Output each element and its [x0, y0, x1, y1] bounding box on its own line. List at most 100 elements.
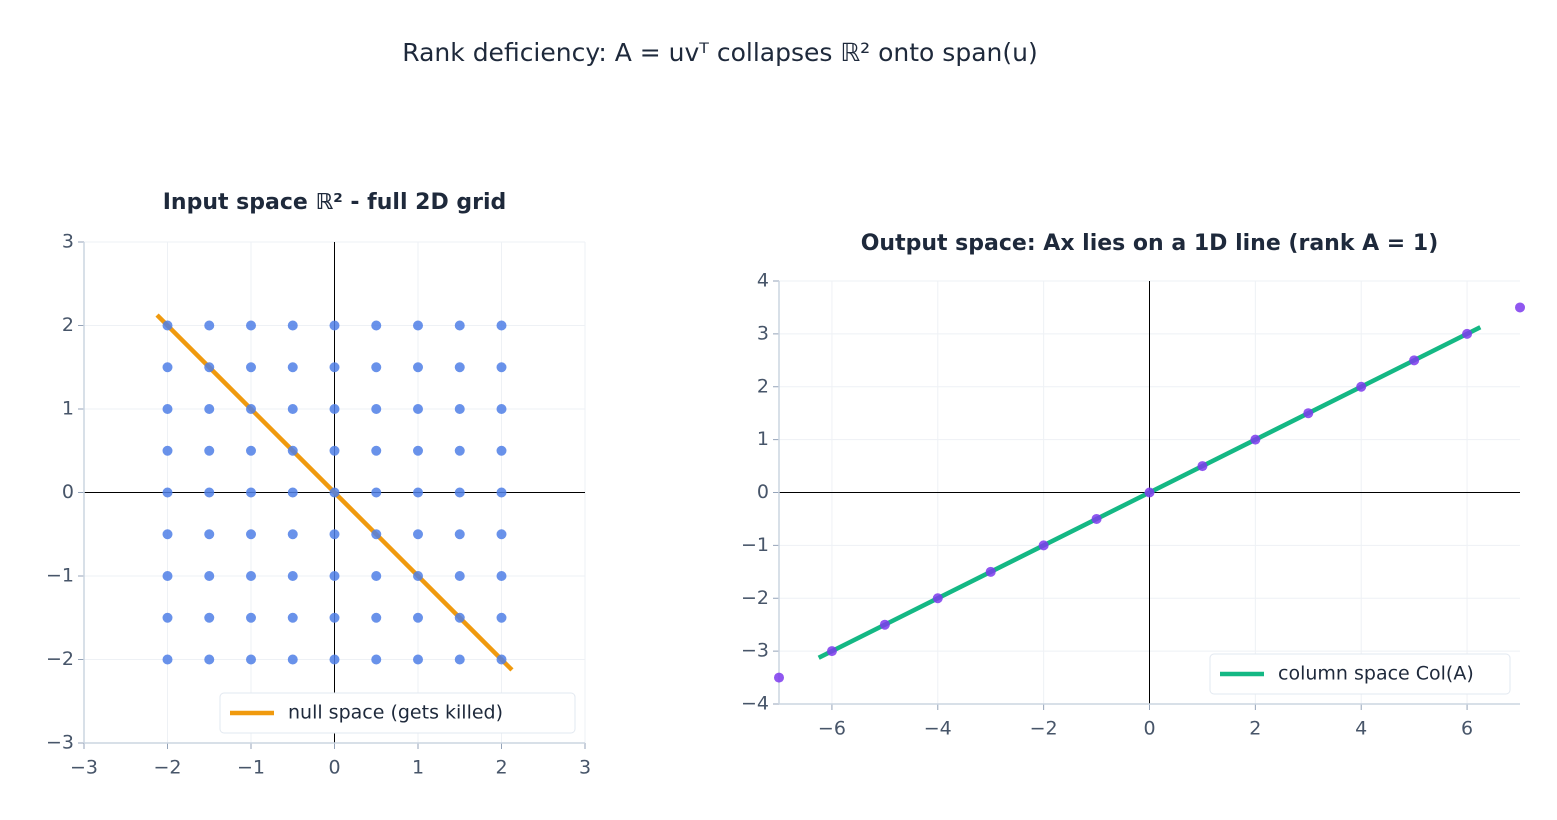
y-tick-label: −2	[46, 648, 74, 670]
x-tick-label: −6	[818, 718, 846, 740]
point	[413, 571, 423, 581]
point	[496, 654, 507, 665]
point	[826, 646, 837, 657]
point	[287, 404, 298, 414]
point	[1356, 381, 1367, 392]
point	[1197, 461, 1208, 472]
y-tick-label: 2	[757, 375, 769, 397]
figure-title: Rank deficiency: A = uvᵀ collapses ℝ² on…	[402, 38, 1037, 67]
point	[287, 612, 298, 623]
y-tick-label: −1	[741, 534, 769, 556]
point	[1409, 355, 1420, 366]
x-tick-label: 2	[495, 757, 507, 779]
point	[371, 487, 382, 498]
point	[454, 404, 465, 414]
point	[162, 362, 173, 373]
y-tick-label: −2	[741, 587, 769, 609]
x-tick-label: 0	[1143, 718, 1155, 740]
x-tick-label: 4	[1355, 718, 1367, 740]
point	[246, 654, 256, 665]
point	[287, 571, 298, 581]
point	[287, 320, 298, 331]
point	[287, 654, 298, 665]
point	[246, 529, 256, 540]
point	[371, 404, 382, 414]
point	[287, 445, 298, 456]
x-tick-label: −4	[924, 718, 952, 740]
point	[371, 445, 382, 456]
axes-title: Output space: Ax lies on a 1D line (rank…	[861, 231, 1439, 256]
x-tick-label: 6	[1461, 718, 1473, 740]
point	[496, 320, 507, 331]
x-tick-label: 1	[412, 757, 424, 779]
x-tick-label: −2	[153, 757, 181, 779]
axes-title: Input space ℝ² - full 2D grid	[163, 190, 507, 215]
point	[413, 529, 423, 540]
point	[162, 571, 173, 581]
point	[879, 619, 890, 630]
y-tick-label: −3	[741, 640, 769, 662]
point	[246, 571, 256, 581]
point	[774, 672, 784, 683]
point	[204, 445, 215, 456]
point	[413, 612, 423, 623]
point	[413, 320, 423, 331]
point	[371, 571, 382, 581]
point	[371, 320, 382, 331]
point	[371, 612, 382, 623]
point	[204, 362, 215, 373]
x-tick-label: 0	[328, 757, 340, 779]
point	[932, 593, 943, 604]
y-tick-label: −4	[741, 693, 769, 715]
point	[329, 529, 340, 540]
point	[329, 487, 340, 498]
point	[1303, 408, 1314, 419]
point	[371, 529, 382, 540]
point	[1250, 434, 1261, 445]
point	[329, 654, 340, 665]
point	[204, 654, 215, 665]
point	[162, 529, 173, 540]
y-tick-label: 0	[62, 481, 74, 503]
point	[287, 529, 298, 540]
point	[496, 362, 507, 373]
x-tick-label: −3	[70, 757, 98, 779]
point	[204, 571, 215, 581]
point	[1515, 302, 1525, 313]
legend-label: column space Col(A)	[1278, 663, 1474, 685]
point	[162, 654, 173, 665]
point	[413, 487, 423, 498]
point	[413, 445, 423, 456]
point	[329, 571, 340, 581]
point	[329, 362, 340, 373]
point	[162, 404, 173, 414]
point	[1462, 328, 1473, 339]
point	[496, 404, 507, 414]
point	[287, 487, 298, 498]
point	[454, 654, 465, 665]
x-tick-label: −2	[1030, 718, 1058, 740]
point	[454, 529, 465, 540]
point	[1144, 487, 1155, 498]
point	[329, 612, 340, 623]
point	[371, 362, 382, 373]
point	[496, 529, 507, 540]
point	[246, 612, 256, 623]
x-tick-label: −1	[237, 757, 265, 779]
point	[204, 404, 215, 414]
point	[371, 654, 382, 665]
plot-area	[774, 302, 1525, 683]
point	[985, 566, 996, 577]
point	[1091, 513, 1102, 524]
point	[413, 404, 423, 414]
point	[454, 571, 465, 581]
point	[246, 445, 256, 456]
point	[496, 571, 507, 581]
point	[329, 320, 340, 331]
legend-label: null space (gets killed)	[288, 702, 503, 724]
point	[454, 445, 465, 456]
point	[454, 487, 465, 498]
y-tick-label: −3	[46, 732, 74, 754]
plot-area	[155, 313, 514, 672]
